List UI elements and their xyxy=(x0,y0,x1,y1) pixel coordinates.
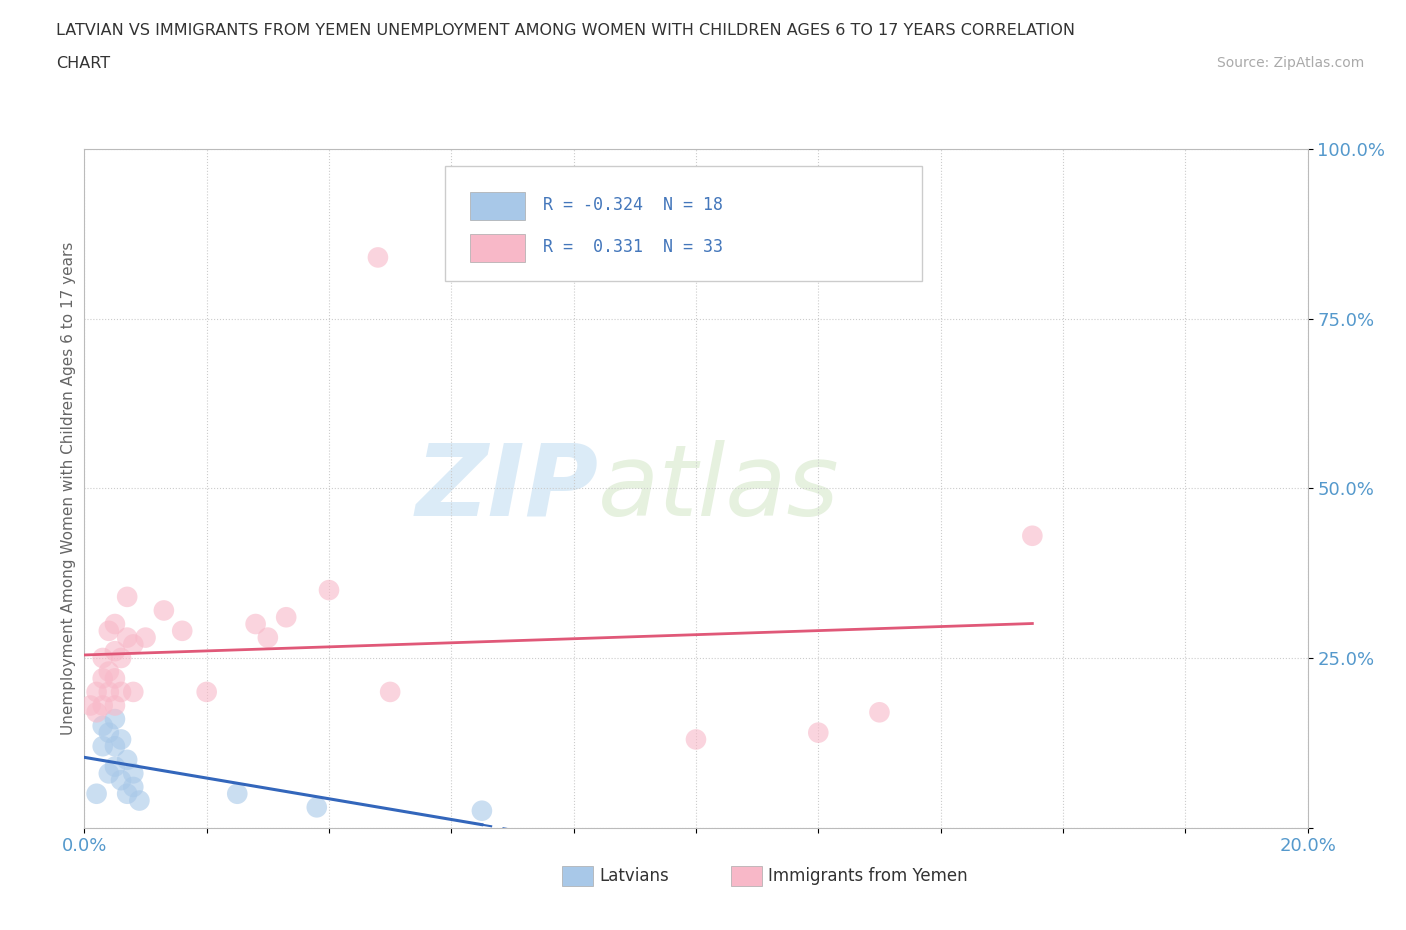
Point xyxy=(122,637,145,652)
Point xyxy=(380,684,402,699)
Point xyxy=(471,804,494,818)
Point xyxy=(104,698,127,713)
Point xyxy=(172,623,194,638)
Point xyxy=(104,644,127,658)
Text: ZIP: ZIP xyxy=(415,440,598,537)
Point xyxy=(97,664,120,679)
Text: R =  0.331  N = 33: R = 0.331 N = 33 xyxy=(543,238,723,257)
Point xyxy=(305,800,328,815)
Point xyxy=(97,725,120,740)
Point xyxy=(122,766,145,781)
FancyBboxPatch shape xyxy=(446,166,922,281)
Point xyxy=(91,698,114,713)
Point xyxy=(135,631,157,645)
Point xyxy=(97,623,120,638)
Bar xyxy=(470,193,524,220)
Point xyxy=(195,684,218,699)
Y-axis label: Unemployment Among Women with Children Ages 6 to 17 years: Unemployment Among Women with Children A… xyxy=(60,242,76,735)
Point xyxy=(91,718,114,733)
Point xyxy=(104,738,127,753)
Point xyxy=(97,684,120,699)
Bar xyxy=(470,234,524,262)
Point xyxy=(115,752,138,767)
Point xyxy=(115,787,138,802)
Point xyxy=(115,590,138,604)
Point xyxy=(104,711,127,726)
Point xyxy=(257,631,280,645)
Point xyxy=(104,617,127,631)
Point xyxy=(91,671,114,685)
Point xyxy=(318,582,340,598)
Point xyxy=(91,738,114,753)
Point xyxy=(86,684,108,699)
Point xyxy=(86,787,108,802)
Point xyxy=(367,250,389,265)
Text: Source: ZipAtlas.com: Source: ZipAtlas.com xyxy=(1216,56,1364,70)
Point xyxy=(122,779,145,794)
Point xyxy=(153,603,176,618)
Point xyxy=(104,759,127,774)
Text: LATVIAN VS IMMIGRANTS FROM YEMEN UNEMPLOYMENT AMONG WOMEN WITH CHILDREN AGES 6 T: LATVIAN VS IMMIGRANTS FROM YEMEN UNEMPLO… xyxy=(56,23,1076,38)
Point xyxy=(122,684,145,699)
Point xyxy=(128,793,150,808)
Text: Latvians: Latvians xyxy=(599,867,669,885)
Point xyxy=(685,732,707,747)
Point xyxy=(110,651,132,666)
Point xyxy=(245,617,267,631)
Point xyxy=(807,725,830,740)
Point xyxy=(97,766,120,781)
Point xyxy=(104,671,127,685)
Text: atlas: atlas xyxy=(598,440,839,537)
Point xyxy=(91,651,114,666)
Point xyxy=(226,787,249,802)
Point xyxy=(276,610,298,625)
Point xyxy=(115,631,138,645)
Point xyxy=(86,705,108,720)
Text: Immigrants from Yemen: Immigrants from Yemen xyxy=(768,867,967,885)
Point xyxy=(110,773,132,788)
Text: R = -0.324  N = 18: R = -0.324 N = 18 xyxy=(543,196,723,214)
Point xyxy=(110,732,132,747)
Text: CHART: CHART xyxy=(56,56,110,71)
Point xyxy=(110,684,132,699)
Point xyxy=(79,698,101,713)
Point xyxy=(869,705,891,720)
Point xyxy=(1021,528,1043,543)
